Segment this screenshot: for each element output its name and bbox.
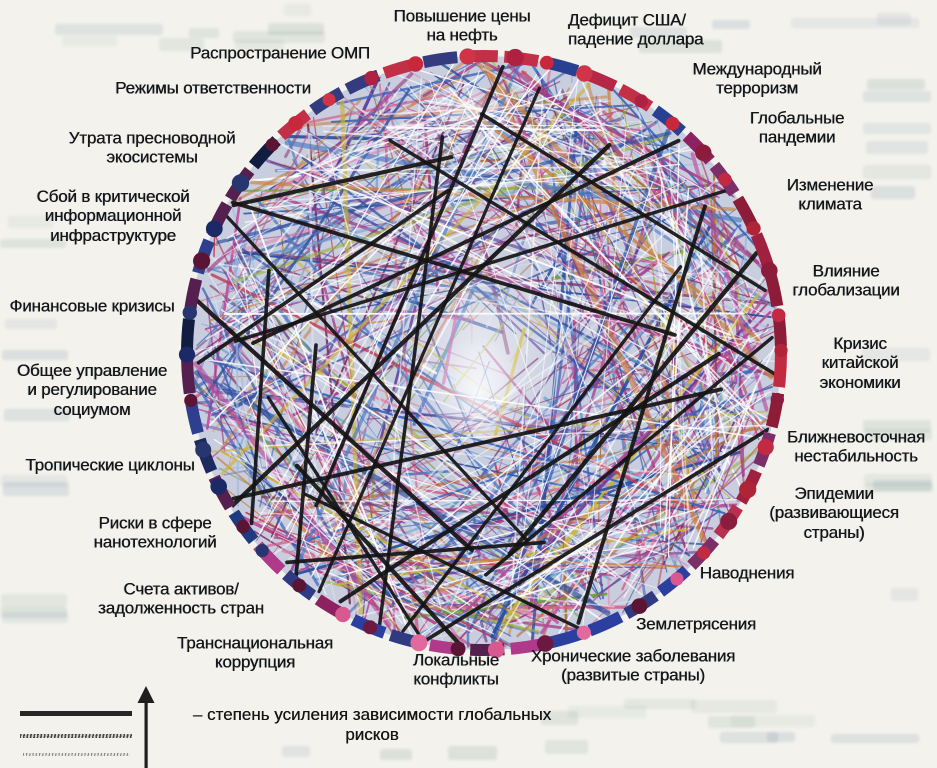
risk-node <box>771 308 786 323</box>
risk-node <box>539 55 554 70</box>
risk-label-critical-info-infrastructure: Сбой в критической информационной инфрас… <box>36 186 190 245</box>
risk-node <box>288 116 303 131</box>
risk-node <box>450 641 466 657</box>
legend-up-arrow-icon <box>137 686 155 768</box>
risk-label-social-governance: Общее управление и регулирование социумо… <box>16 360 168 419</box>
risk-node <box>407 56 424 72</box>
risk-node <box>631 598 648 614</box>
risk-label-globalization-impact: Влияние глобализации <box>792 261 900 300</box>
risk-label-freshwater-loss: Утрата пресноводной экосистемы <box>68 128 236 167</box>
risk-node <box>364 70 379 86</box>
risk-label-wmd-proliferation: Распространение ОМП <box>190 43 370 63</box>
risk-node <box>506 48 524 67</box>
risk-node <box>761 262 778 279</box>
risk-node <box>536 635 554 652</box>
rim-nodes <box>178 48 788 658</box>
risk-label-tropical-cyclones: Тропические циклоны <box>25 455 195 475</box>
risk-node <box>697 546 711 560</box>
risk-node <box>665 116 680 131</box>
risk-node <box>739 481 757 499</box>
risk-label-middle-east-instability: Ближневосточная нестабильность <box>787 427 925 466</box>
risk-node <box>746 221 761 236</box>
risk-node <box>410 634 428 652</box>
legend-medium-line-icon <box>20 734 132 738</box>
risk-label-nanotech-risks: Риски в сфере нанотехнологий <box>93 513 217 552</box>
legend-strong-line-icon <box>20 711 132 716</box>
risk-node <box>335 606 351 623</box>
risk-node <box>459 48 476 65</box>
risk-node <box>695 144 712 161</box>
risk-node <box>487 641 505 658</box>
risk-node <box>670 572 684 586</box>
risk-node <box>576 625 592 640</box>
legend-caption: – степень усиления зависимости глобальны… <box>192 705 552 745</box>
risk-label-liability-regimes: Режимы ответственности <box>115 78 311 98</box>
risk-node <box>292 578 307 593</box>
risk-label-intl-terrorism: Международный терроризм <box>692 59 822 98</box>
risk-node <box>718 172 732 187</box>
risk-label-floods: Наводнения <box>699 563 795 583</box>
risk-label-asset-accounts-debt: Счета активов/ задолженность стран <box>98 579 264 618</box>
risk-node <box>182 305 197 320</box>
risk-node <box>205 220 223 238</box>
strong-links <box>191 64 777 648</box>
risk-label-epidemics-developing: Эпидемии (развивающиеся страны) <box>769 483 899 542</box>
risk-node <box>774 343 788 357</box>
risk-node <box>236 519 250 534</box>
legend-weak-line-icon <box>23 753 130 756</box>
risk-node <box>184 393 198 408</box>
risk-node <box>265 138 279 152</box>
risk-node <box>193 252 211 270</box>
risk-label-global-pandemics: Глобальные пандемии <box>749 108 845 147</box>
risk-label-china-economy-crisis: Кризис китайской экономики <box>819 333 901 392</box>
risk-label-local-conflicts: Локальные конфликты <box>413 650 499 689</box>
risk-node <box>195 441 212 458</box>
risk-node <box>322 93 336 107</box>
risk-label-chronic-diseases-developed: Хронические заболевания (развитые страны… <box>530 646 736 685</box>
risk-node <box>634 94 648 108</box>
risk-node <box>720 512 738 530</box>
risk-label-earthquakes: Землетрясения <box>636 614 756 634</box>
risk-node <box>231 174 250 192</box>
risk-label-oil-price: Повышение цены на нефть <box>393 6 531 45</box>
risk-label-financial-crises: Финансовые кризисы <box>9 296 175 316</box>
risk-node <box>576 65 593 82</box>
risk-node <box>255 544 269 558</box>
risk-node <box>210 478 227 495</box>
risk-label-climate-change: Изменение климата <box>786 175 874 214</box>
risk-label-transnational-corruption: Транснациональная коррупция <box>176 633 334 672</box>
risk-node <box>757 439 774 456</box>
risk-node <box>770 392 784 407</box>
risk-node <box>363 620 378 635</box>
risk-node <box>178 346 196 363</box>
risk-label-us-deficit-dollar: Дефицит США/ падение доллара <box>568 10 704 49</box>
